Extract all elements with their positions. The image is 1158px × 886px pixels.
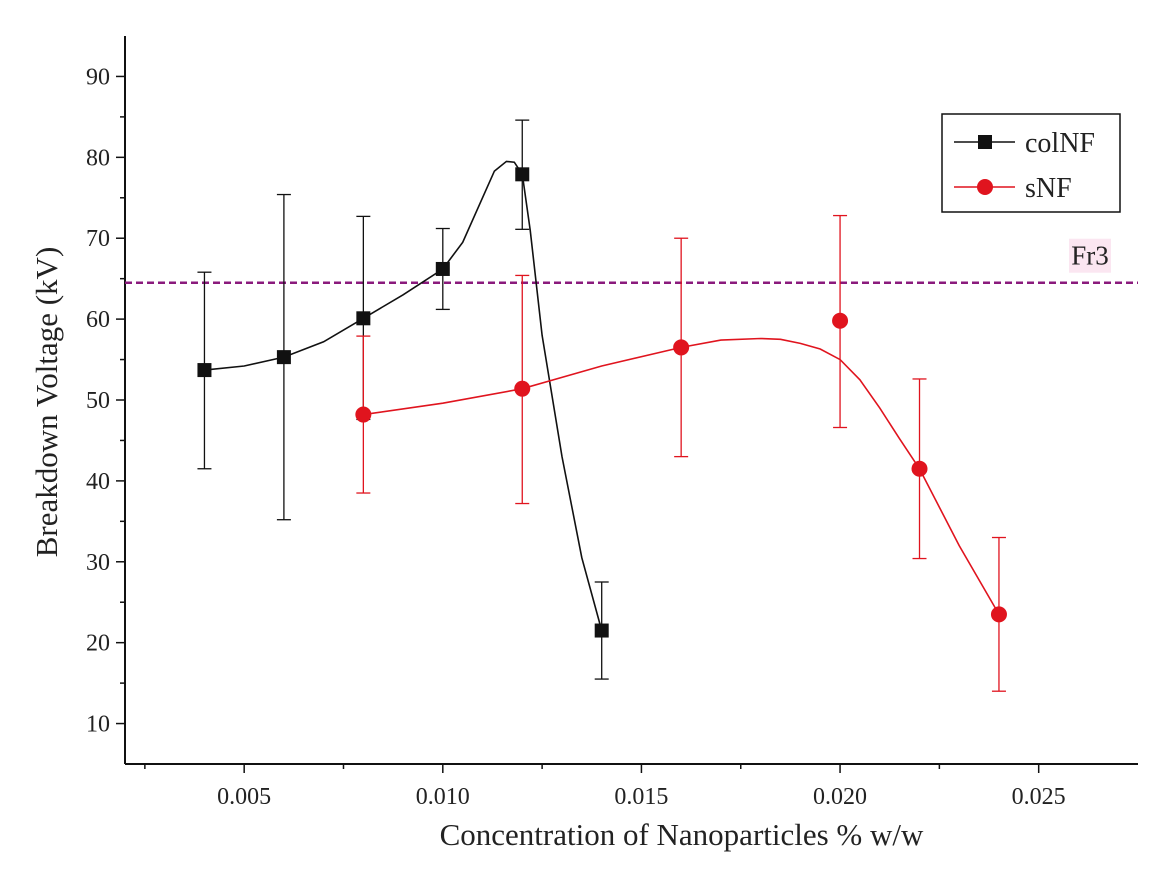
y-tick-label: 60: [86, 307, 110, 333]
y-tick-label: 20: [86, 631, 110, 657]
legend-label: sNF: [1025, 173, 1072, 204]
series-group: [197, 119, 1007, 692]
data-point: [197, 363, 212, 378]
x-tick-label: 0.025: [1012, 784, 1066, 810]
series-line-colNF: [204, 160, 603, 631]
data-point: [355, 406, 372, 423]
y-tick-label: 50: [86, 388, 110, 414]
data-point: [673, 339, 690, 356]
y-tick-label: 10: [86, 712, 110, 738]
legend: colNF sNF: [941, 113, 1121, 213]
x-tick-label: 0.020: [813, 784, 867, 810]
data-point: [515, 167, 530, 182]
y-axis-title: Breakdown Voltage (kV): [29, 247, 64, 558]
legend-marker: [977, 179, 993, 195]
x-tick-label: 0.015: [614, 784, 668, 810]
data-point: [435, 261, 450, 276]
legend-entry-colNF: colNF: [954, 128, 1095, 159]
y-tick-label: 40: [86, 469, 110, 495]
y-tick-label: 80: [86, 145, 110, 171]
ticks: 10 20 30 40 50 60 70 80 90 0.005 0.010 0.015 0.020 0.…: [86, 64, 1066, 810]
x-axis-title: Concentration of Nanoparticles % w/w: [440, 817, 924, 852]
data-point: [594, 623, 609, 638]
reference-label: Fr3: [1071, 241, 1109, 271]
data-point: [276, 350, 291, 365]
y-tick-label: 30: [86, 550, 110, 576]
reference-label-bg: [1069, 238, 1111, 273]
series-sNF: [355, 214, 1007, 692]
legend-box: [941, 113, 1121, 213]
reference-line-group: Fr3: [125, 238, 1138, 284]
data-point: [832, 312, 849, 329]
series-line-sNF: [363, 337, 1000, 615]
x-tick-label: 0.010: [416, 784, 470, 810]
x-tick-label: 0.005: [217, 784, 271, 810]
y-tick-label: 70: [86, 226, 110, 252]
legend-marker: [978, 135, 992, 149]
series-colNF: [197, 119, 609, 680]
legend-label: colNF: [1025, 128, 1095, 159]
data-point: [911, 460, 928, 477]
data-point: [356, 311, 371, 326]
data-point: [990, 606, 1007, 623]
legend-entry-sNF: sNF: [954, 173, 1072, 204]
y-tick-label: 90: [86, 64, 110, 90]
data-point: [514, 380, 531, 397]
